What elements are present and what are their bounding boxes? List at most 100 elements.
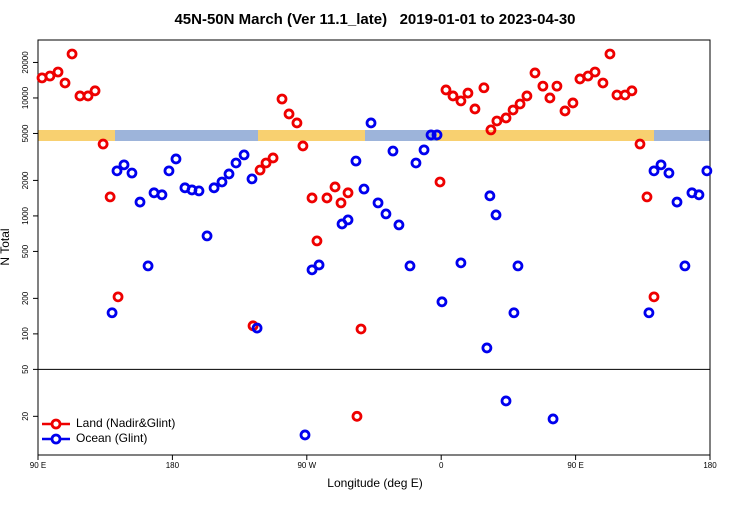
point	[418, 144, 430, 156]
legend-label: Ocean (Glint)	[76, 431, 147, 445]
point	[484, 190, 496, 202]
point	[350, 155, 362, 167]
y-tick-label: 50	[21, 364, 30, 373]
point	[208, 182, 220, 194]
point	[251, 322, 263, 334]
point	[66, 48, 78, 60]
point	[481, 342, 493, 354]
point	[693, 189, 705, 201]
point	[380, 208, 392, 220]
point	[299, 429, 311, 441]
x-tick-label: 90 W	[297, 461, 316, 470]
point	[512, 260, 524, 272]
point	[260, 157, 272, 169]
point	[216, 176, 228, 188]
y-tick-label: 200	[21, 291, 30, 305]
y-tick-label: 20000	[21, 51, 30, 74]
point	[358, 183, 370, 195]
point	[626, 85, 638, 97]
point	[311, 235, 323, 247]
point	[544, 92, 556, 104]
point	[170, 153, 182, 165]
point	[410, 157, 422, 169]
point	[701, 165, 713, 177]
point	[393, 219, 405, 231]
point	[82, 90, 94, 102]
point	[156, 189, 168, 201]
point	[351, 410, 363, 422]
point	[335, 197, 347, 209]
point	[267, 152, 279, 164]
point	[478, 82, 490, 94]
point	[313, 259, 325, 271]
point	[291, 117, 303, 129]
point	[462, 87, 474, 99]
point	[490, 209, 502, 221]
point	[485, 124, 497, 136]
x-axis-label: Longitude (deg E)	[327, 476, 422, 490]
point	[455, 95, 467, 107]
point	[59, 77, 71, 89]
point	[342, 214, 354, 226]
point	[559, 105, 571, 117]
land-ocean-strip	[38, 130, 710, 141]
point	[404, 260, 416, 272]
x-tick-label: 0	[439, 461, 444, 470]
point	[431, 129, 443, 141]
point	[634, 138, 646, 150]
y-tick-label: 10000	[21, 86, 30, 109]
point	[97, 138, 109, 150]
point	[671, 196, 683, 208]
point	[297, 140, 309, 152]
point	[425, 129, 437, 141]
y-tick-label: 1000	[21, 206, 30, 224]
point	[508, 307, 520, 319]
point	[500, 112, 512, 124]
point	[134, 196, 146, 208]
legend-marker	[50, 433, 62, 445]
point	[365, 117, 377, 129]
point	[440, 84, 452, 96]
point	[514, 98, 526, 110]
point	[306, 264, 318, 276]
point	[648, 291, 660, 303]
y-tick-label: 100	[21, 327, 30, 341]
point	[655, 159, 667, 171]
x-tick-label: 180	[703, 461, 717, 470]
point	[238, 149, 250, 161]
x-tick-label: 90 E	[567, 461, 583, 470]
point	[355, 323, 367, 335]
point	[44, 70, 56, 82]
point	[679, 260, 691, 272]
y-axis-label: N Total	[0, 228, 12, 265]
point	[104, 191, 116, 203]
point	[254, 164, 266, 176]
point	[372, 197, 384, 209]
plot-frame	[37, 39, 711, 456]
point	[201, 230, 213, 242]
legend-label: Land (Nadir&Glint)	[76, 416, 175, 430]
y-tick-label: 20	[21, 411, 30, 420]
point	[230, 157, 242, 169]
ocean-strip	[115, 130, 258, 141]
point	[567, 97, 579, 109]
point	[342, 187, 354, 199]
point	[469, 103, 481, 115]
point	[112, 291, 124, 303]
point	[455, 257, 467, 269]
point	[641, 191, 653, 203]
point	[276, 93, 288, 105]
point	[648, 165, 660, 177]
point	[118, 159, 130, 171]
x-tick-label: 180	[166, 461, 180, 470]
point	[604, 48, 616, 60]
point	[597, 77, 609, 89]
point	[643, 307, 655, 319]
y-tick-label: 2000	[21, 171, 30, 189]
point	[434, 176, 446, 188]
point	[547, 413, 559, 425]
ocean-strip	[365, 130, 437, 141]
point	[387, 145, 399, 157]
ocean-strip	[654, 130, 710, 141]
